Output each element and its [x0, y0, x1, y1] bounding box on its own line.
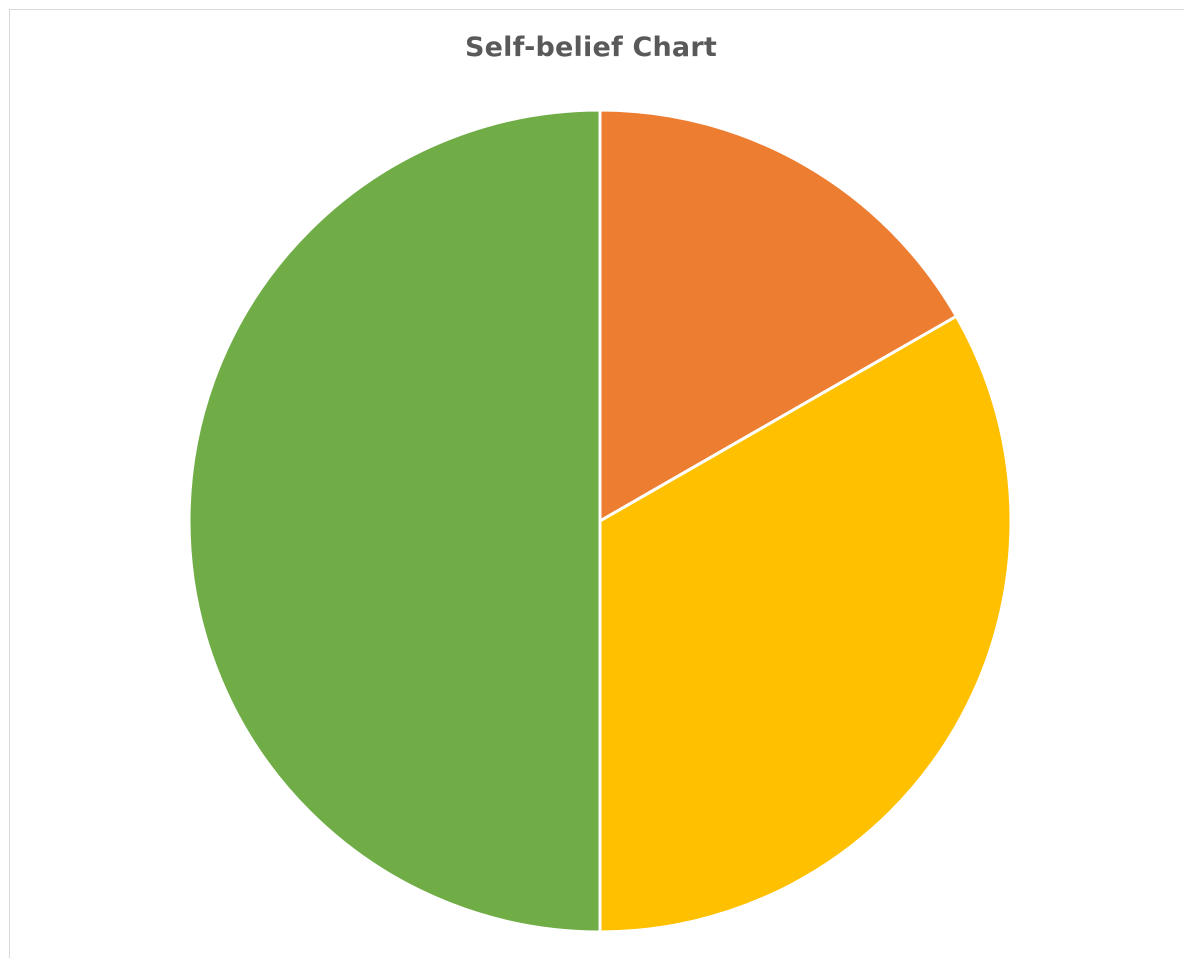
chart-title: Self-belief Chart	[465, 32, 717, 63]
pie-slice-1	[598, 108, 958, 523]
pie-slice-2	[598, 314, 1013, 934]
pie-slice-3	[187, 108, 602, 934]
